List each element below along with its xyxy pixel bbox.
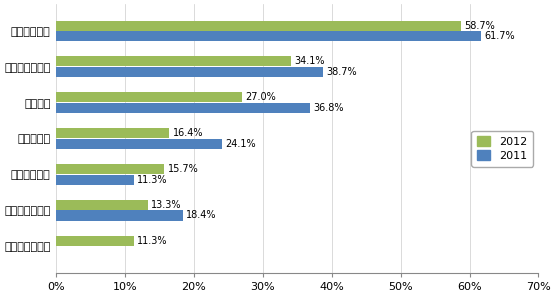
Text: 16.4%: 16.4% <box>173 128 203 138</box>
Bar <box>56 164 164 174</box>
Text: 61.7%: 61.7% <box>485 31 516 41</box>
Bar <box>56 128 169 138</box>
Legend: 2012, 2011: 2012, 2011 <box>471 131 533 167</box>
Bar <box>56 92 242 102</box>
Bar <box>56 103 310 113</box>
Bar <box>56 236 134 246</box>
Text: 27.0%: 27.0% <box>246 92 276 102</box>
Text: 11.3%: 11.3% <box>138 236 168 246</box>
Bar <box>56 21 461 31</box>
Text: 38.7%: 38.7% <box>326 67 357 77</box>
Text: 58.7%: 58.7% <box>464 21 495 31</box>
Bar <box>56 67 323 77</box>
Bar <box>56 57 291 67</box>
Bar <box>56 175 134 185</box>
Bar <box>56 200 148 210</box>
Text: 24.1%: 24.1% <box>226 139 256 149</box>
Text: 34.1%: 34.1% <box>295 57 325 67</box>
Text: 18.4%: 18.4% <box>186 210 217 221</box>
Text: 36.8%: 36.8% <box>313 103 344 113</box>
Bar <box>56 139 222 149</box>
Text: 11.3%: 11.3% <box>138 175 168 185</box>
Bar <box>56 31 481 41</box>
Text: 13.3%: 13.3% <box>151 200 181 210</box>
Text: 15.7%: 15.7% <box>168 164 199 174</box>
Bar <box>56 210 183 221</box>
